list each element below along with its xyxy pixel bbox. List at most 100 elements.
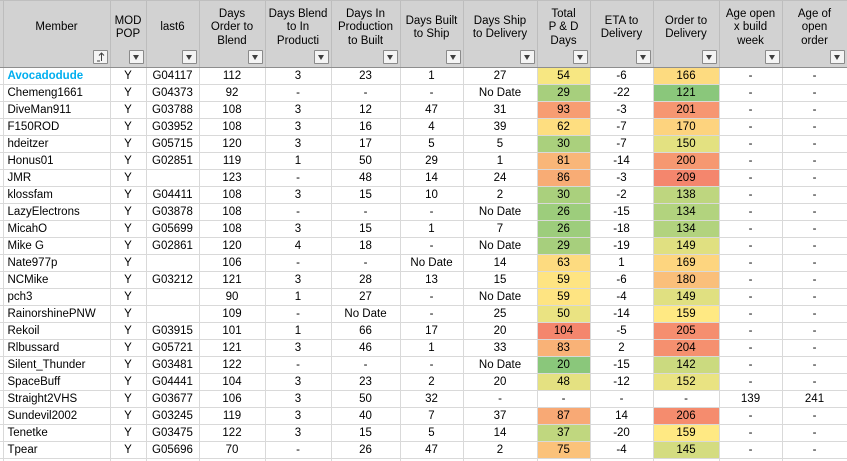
cell-days_order_to_blend[interactable]: 121: [199, 271, 266, 289]
cell-eta_to_delivery[interactable]: 1: [590, 254, 654, 272]
cell-age_of_open_order[interactable]: -: [782, 220, 847, 238]
cell-age_of_open_order[interactable]: -: [782, 203, 847, 221]
cell-mod_pop[interactable]: Y: [110, 254, 147, 272]
cell-mod_pop[interactable]: Y: [110, 101, 147, 119]
cell-member[interactable]: MicahO: [3, 220, 111, 238]
cell-last6[interactable]: G05699: [146, 220, 200, 238]
filter-dropdown-icon[interactable]: [572, 50, 588, 64]
cell-days_blend_to_in_production[interactable]: 3: [265, 424, 332, 442]
cell-days_ship_to_delivery[interactable]: 1: [463, 152, 538, 170]
cell-days_in_production_to_built[interactable]: -: [331, 254, 401, 272]
cell-age_of_open_order[interactable]: -: [782, 339, 847, 357]
filter-dropdown-icon[interactable]: [519, 50, 535, 64]
cell-total_p_and_d_days[interactable]: 20: [537, 356, 591, 374]
cell-days_blend_to_in_production[interactable]: 3: [265, 67, 332, 85]
cell-total_p_and_d_days[interactable]: 59: [537, 271, 591, 289]
cell-days_order_to_blend[interactable]: 108: [199, 118, 266, 136]
cell-last6[interactable]: [146, 254, 200, 272]
cell-eta_to_delivery[interactable]: -6: [590, 67, 654, 85]
cell-days_in_production_to_built[interactable]: 15: [331, 186, 401, 204]
cell-days_ship_to_delivery[interactable]: 14: [463, 254, 538, 272]
column-header-last6[interactable]: last6: [146, 1, 200, 68]
cell-days_order_to_blend[interactable]: 108: [199, 203, 266, 221]
cell-age_of_open_order[interactable]: -: [782, 305, 847, 323]
cell-order_to_delivery[interactable]: 142: [653, 356, 720, 374]
cell-days_blend_to_in_production[interactable]: -: [265, 305, 332, 323]
cell-days_ship_to_delivery[interactable]: No Date: [463, 288, 538, 306]
cell-total_p_and_d_days[interactable]: 54: [537, 67, 591, 85]
cell-last6[interactable]: G04441: [146, 373, 200, 391]
cell-days_order_to_blend[interactable]: 109: [199, 305, 266, 323]
cell-order_to_delivery[interactable]: 206: [653, 407, 720, 425]
cell-days_ship_to_delivery[interactable]: 5: [463, 135, 538, 153]
filter-dropdown-icon[interactable]: [445, 50, 461, 64]
cell-member[interactable]: Chemeng1661: [3, 84, 111, 102]
cell-total_p_and_d_days[interactable]: -: [537, 390, 591, 408]
cell-age_open_x_build_week[interactable]: -: [719, 101, 783, 119]
cell-last6[interactable]: [146, 169, 200, 187]
cell-age_open_x_build_week[interactable]: -: [719, 118, 783, 136]
column-header-age_of_open_order[interactable]: Age of open order: [782, 1, 847, 68]
cell-order_to_delivery[interactable]: 200: [653, 152, 720, 170]
cell-days_ship_to_delivery[interactable]: 33: [463, 339, 538, 357]
filter-dropdown-icon[interactable]: [764, 50, 780, 64]
cell-age_open_x_build_week[interactable]: -: [719, 424, 783, 442]
cell-days_order_to_blend[interactable]: 122: [199, 424, 266, 442]
cell-last6[interactable]: G03475: [146, 424, 200, 442]
cell-age_open_x_build_week[interactable]: -: [719, 186, 783, 204]
cell-last6[interactable]: G02851: [146, 152, 200, 170]
cell-days_in_production_to_built[interactable]: 40: [331, 407, 401, 425]
cell-eta_to_delivery[interactable]: -7: [590, 135, 654, 153]
cell-last6[interactable]: G05696: [146, 441, 200, 459]
cell-member[interactable]: Tpear: [3, 441, 111, 459]
cell-days_built_to_ship[interactable]: No Date: [400, 254, 464, 272]
cell-member[interactable]: Rlbussard: [3, 339, 111, 357]
cell-days_in_production_to_built[interactable]: 27: [331, 288, 401, 306]
cell-age_open_x_build_week[interactable]: -: [719, 339, 783, 357]
cell-member[interactable]: Straight2VHS: [3, 390, 111, 408]
cell-days_ship_to_delivery[interactable]: 20: [463, 373, 538, 391]
cell-days_in_production_to_built[interactable]: 18: [331, 237, 401, 255]
cell-days_order_to_blend[interactable]: 119: [199, 407, 266, 425]
cell-days_in_production_to_built[interactable]: 12: [331, 101, 401, 119]
cell-last6[interactable]: G04373: [146, 84, 200, 102]
cell-order_to_delivery[interactable]: 169: [653, 254, 720, 272]
cell-days_built_to_ship[interactable]: 17: [400, 322, 464, 340]
cell-mod_pop[interactable]: Y: [110, 322, 147, 340]
cell-days_built_to_ship[interactable]: 1: [400, 220, 464, 238]
cell-order_to_delivery[interactable]: -: [653, 390, 720, 408]
filter-dropdown-icon[interactable]: [701, 50, 717, 64]
cell-age_of_open_order[interactable]: -: [782, 441, 847, 459]
cell-total_p_and_d_days[interactable]: 63: [537, 254, 591, 272]
cell-total_p_and_d_days[interactable]: 59: [537, 288, 591, 306]
cell-mod_pop[interactable]: Y: [110, 135, 147, 153]
cell-days_ship_to_delivery[interactable]: 37: [463, 407, 538, 425]
column-header-mod_pop[interactable]: MOD POP: [110, 1, 147, 68]
cell-member[interactable]: Avocadodude: [3, 67, 111, 85]
cell-days_ship_to_delivery[interactable]: 7: [463, 220, 538, 238]
cell-age_open_x_build_week[interactable]: -: [719, 203, 783, 221]
cell-eta_to_delivery[interactable]: -15: [590, 356, 654, 374]
cell-age_of_open_order[interactable]: -: [782, 152, 847, 170]
cell-days_in_production_to_built[interactable]: 23: [331, 373, 401, 391]
cell-member[interactable]: Mike G: [3, 237, 111, 255]
cell-days_blend_to_in_production[interactable]: 3: [265, 390, 332, 408]
cell-mod_pop[interactable]: Y: [110, 288, 147, 306]
cell-age_open_x_build_week[interactable]: -: [719, 322, 783, 340]
column-header-days_ship_to_delivery[interactable]: Days Ship to Delivery: [463, 1, 538, 68]
cell-member[interactable]: F150ROD: [3, 118, 111, 136]
column-header-order_to_delivery[interactable]: Order to Delivery: [653, 1, 720, 68]
cell-mod_pop[interactable]: Y: [110, 67, 147, 85]
column-header-days_blend_to_in_production[interactable]: Days Blend to In Producti: [265, 1, 332, 68]
cell-days_in_production_to_built[interactable]: 15: [331, 424, 401, 442]
cell-days_blend_to_in_production[interactable]: 3: [265, 186, 332, 204]
cell-days_built_to_ship[interactable]: 5: [400, 135, 464, 153]
cell-age_of_open_order[interactable]: -: [782, 169, 847, 187]
cell-days_ship_to_delivery[interactable]: No Date: [463, 84, 538, 102]
cell-age_open_x_build_week[interactable]: -: [719, 288, 783, 306]
cell-eta_to_delivery[interactable]: -6: [590, 271, 654, 289]
cell-days_blend_to_in_production[interactable]: -: [265, 203, 332, 221]
cell-days_built_to_ship[interactable]: 4: [400, 118, 464, 136]
cell-eta_to_delivery[interactable]: -20: [590, 424, 654, 442]
cell-days_blend_to_in_production[interactable]: 3: [265, 101, 332, 119]
